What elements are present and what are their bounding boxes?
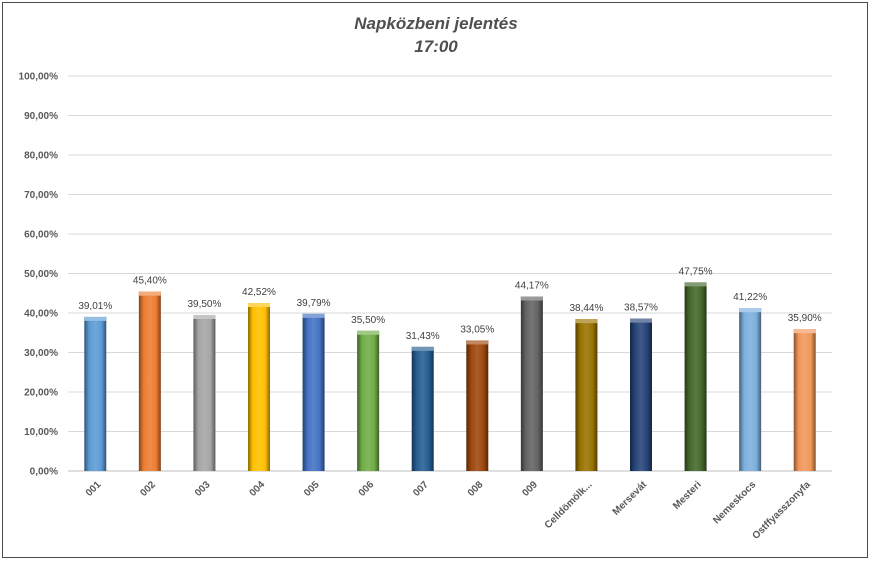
x-tick-label: Ostffyasszonyfa <box>750 479 813 542</box>
bar-top-bevel <box>575 319 598 324</box>
bar-top-bevel <box>793 329 816 334</box>
y-tick-label: 10,00% <box>24 427 58 438</box>
y-tick-label: 70,00% <box>24 190 58 201</box>
x-tick-label: Mesteri <box>671 479 704 512</box>
bar <box>630 318 652 471</box>
x-axis: 001 002 003 004 005 006 007 008 009 Celldömölk...… <box>84 479 813 542</box>
bar <box>466 340 489 471</box>
data-label: 38,57% <box>624 303 658 314</box>
x-tick-label: Mersevát <box>611 479 650 518</box>
bar <box>575 319 598 471</box>
y-tick-label: 30,00% <box>24 348 58 359</box>
x-tick-label: 009 <box>520 479 540 499</box>
x-tick-label: Celldömölk... <box>543 479 595 531</box>
data-label: 39,50% <box>187 299 221 310</box>
data-label: 31,43% <box>406 331 440 342</box>
bar-top-bevel <box>684 282 707 287</box>
y-axis: 0,00% 10,00% 20,00% 30,00% 40,00% 50,00% 60,00… <box>19 72 59 478</box>
x-tick-label: 007 <box>411 479 431 499</box>
bar <box>520 296 543 471</box>
y-tick-label: 80,00% <box>24 151 58 162</box>
x-tick-label: Nemeskocs <box>711 479 758 526</box>
bars <box>84 282 816 471</box>
chart-subtitle: 17:00 <box>414 37 458 56</box>
bar-top-bevel <box>520 296 543 301</box>
bar-top-bevel <box>739 308 762 313</box>
bar <box>302 313 325 471</box>
y-tick-label: 50,00% <box>24 269 58 280</box>
x-tick-label: 008 <box>466 479 486 499</box>
bar <box>357 330 380 471</box>
x-tick-label: 001 <box>84 479 104 499</box>
bar <box>739 308 762 471</box>
gridlines <box>68 75 832 472</box>
data-label: 47,75% <box>679 266 713 277</box>
y-tick-label: 0,00% <box>30 467 58 478</box>
x-tick-label: 002 <box>138 479 158 499</box>
data-label: 33,05% <box>460 324 494 335</box>
bar-top-bevel <box>248 303 270 308</box>
bar-top-bevel <box>411 346 434 351</box>
bar-top-bevel <box>138 291 161 296</box>
data-labels: 39,01% 45,40% 39,50% 42,52% 39,79% 35,50% 31,4… <box>78 266 821 341</box>
data-label: 39,01% <box>78 301 112 312</box>
data-label: 35,50% <box>351 315 385 326</box>
data-label: 44,17% <box>515 281 549 292</box>
bar-top-bevel <box>302 313 325 318</box>
bar <box>84 316 107 471</box>
bar <box>138 291 161 471</box>
y-tick-label: 60,00% <box>24 230 58 241</box>
x-tick-label: 006 <box>357 479 377 499</box>
y-tick-label: 40,00% <box>24 309 58 320</box>
data-label: 38,44% <box>569 303 603 314</box>
x-tick-label: 005 <box>302 479 322 499</box>
bar-top-bevel <box>630 318 652 323</box>
bar <box>411 346 434 471</box>
bar <box>793 329 816 471</box>
bar <box>684 282 707 471</box>
data-label: 45,40% <box>133 276 167 287</box>
bar-top-bevel <box>357 330 380 335</box>
bar-top-bevel <box>466 340 489 345</box>
x-tick-label: 004 <box>248 479 268 499</box>
bar <box>193 314 216 471</box>
chart-title: Napközbeni jelentés <box>354 14 518 33</box>
y-tick-label: 20,00% <box>24 388 58 399</box>
data-label: 39,79% <box>297 298 331 309</box>
y-tick-label: 100,00% <box>19 72 59 83</box>
data-label: 35,90% <box>788 313 822 324</box>
data-label: 41,22% <box>733 292 767 303</box>
x-tick-label: 003 <box>193 479 213 499</box>
y-tick-label: 90,00% <box>24 111 58 122</box>
bar-top-bevel <box>193 314 216 319</box>
bar-top-bevel <box>84 316 107 321</box>
data-label: 42,52% <box>242 287 276 298</box>
bar <box>248 303 270 471</box>
